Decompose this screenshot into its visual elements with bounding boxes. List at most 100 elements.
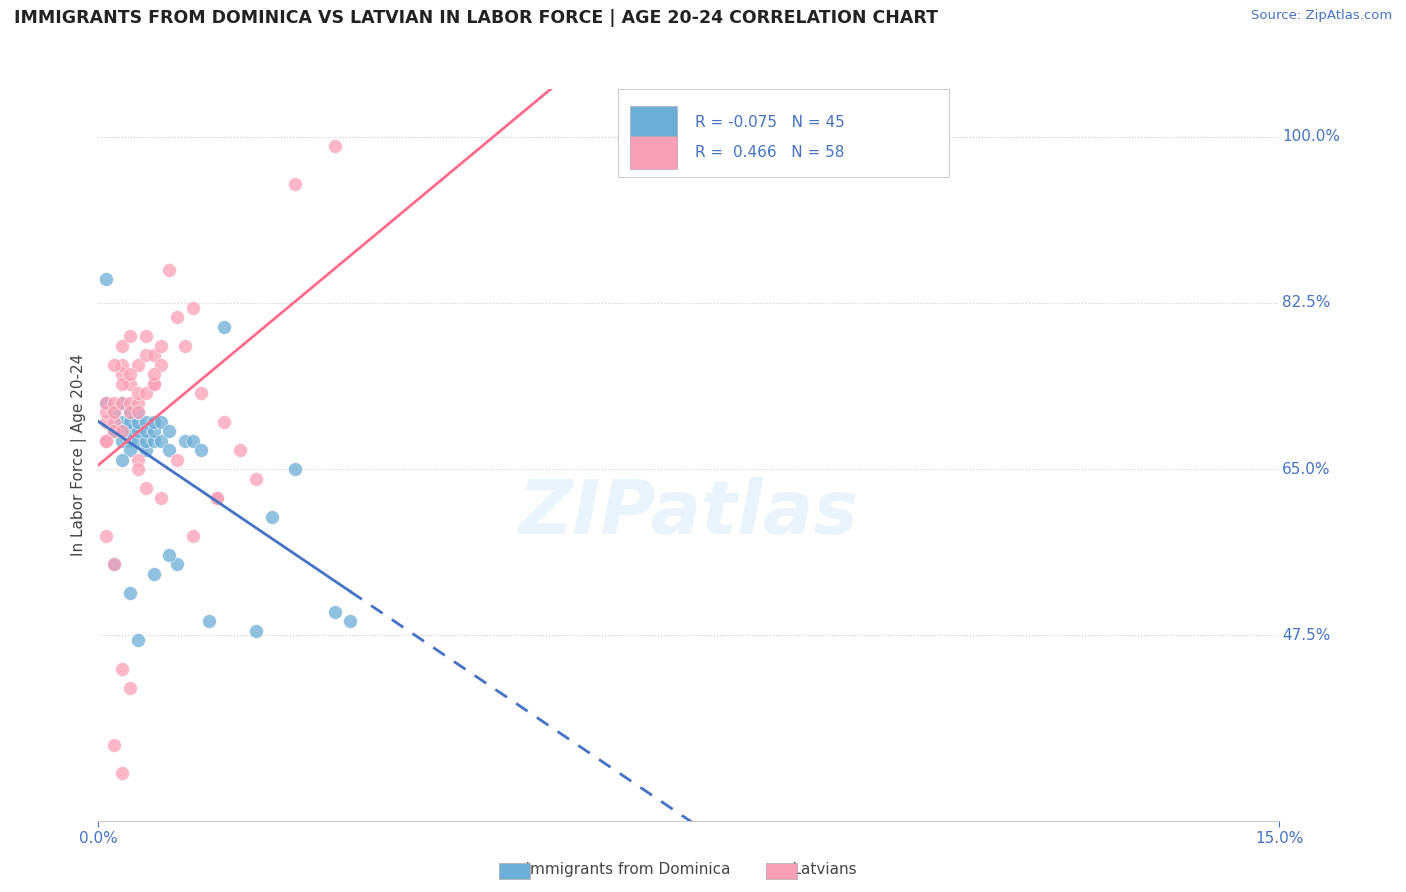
- Point: [111, 452, 134, 467]
- Text: 47.5%: 47.5%: [1282, 628, 1330, 643]
- Point: [118, 376, 141, 391]
- Point: [323, 139, 346, 153]
- Point: [339, 614, 361, 628]
- Point: [127, 405, 149, 419]
- Point: [135, 415, 157, 429]
- Point: [111, 766, 134, 780]
- Point: [174, 339, 197, 353]
- Point: [103, 738, 125, 752]
- Point: [118, 681, 141, 695]
- Point: [142, 424, 165, 438]
- Point: [127, 386, 149, 401]
- Point: [190, 386, 212, 401]
- Point: [118, 395, 141, 409]
- Point: [323, 605, 346, 619]
- Point: [135, 348, 157, 362]
- Text: 100.0%: 100.0%: [1282, 129, 1340, 145]
- Point: [229, 443, 252, 458]
- Point: [96, 395, 118, 409]
- Point: [166, 452, 188, 467]
- Point: [103, 557, 125, 571]
- Text: 65.0%: 65.0%: [1282, 462, 1330, 476]
- Point: [96, 415, 118, 429]
- Point: [150, 434, 173, 448]
- Point: [135, 386, 157, 401]
- Text: 82.5%: 82.5%: [1282, 295, 1330, 310]
- Point: [96, 434, 118, 448]
- Point: [103, 424, 125, 438]
- Point: [245, 624, 267, 638]
- FancyBboxPatch shape: [630, 106, 678, 139]
- Point: [135, 329, 157, 343]
- Point: [150, 358, 173, 372]
- Point: [181, 434, 204, 448]
- Point: [214, 319, 236, 334]
- Point: [142, 415, 165, 429]
- Point: [142, 348, 165, 362]
- Point: [127, 358, 149, 372]
- Text: IMMIGRANTS FROM DOMINICA VS LATVIAN IN LABOR FORCE | AGE 20-24 CORRELATION CHART: IMMIGRANTS FROM DOMINICA VS LATVIAN IN L…: [14, 9, 938, 27]
- Point: [103, 358, 125, 372]
- Point: [111, 415, 134, 429]
- Point: [103, 395, 125, 409]
- Point: [118, 443, 141, 458]
- Point: [103, 405, 125, 419]
- Point: [127, 452, 149, 467]
- Point: [118, 424, 141, 438]
- Point: [142, 376, 165, 391]
- Point: [118, 405, 141, 419]
- Point: [284, 177, 307, 191]
- Point: [284, 462, 307, 476]
- Point: [96, 395, 118, 409]
- Point: [103, 415, 125, 429]
- Point: [103, 557, 125, 571]
- Point: [103, 405, 125, 419]
- Point: [96, 272, 118, 286]
- Point: [103, 424, 125, 438]
- Point: [166, 557, 188, 571]
- Point: [127, 424, 149, 438]
- Point: [96, 405, 118, 419]
- Point: [157, 262, 180, 277]
- Text: Source: ZipAtlas.com: Source: ZipAtlas.com: [1251, 9, 1392, 22]
- Point: [135, 443, 157, 458]
- Point: [142, 376, 165, 391]
- Point: [118, 585, 141, 599]
- Point: [190, 443, 212, 458]
- Point: [111, 424, 134, 438]
- Point: [181, 301, 204, 315]
- Point: [135, 424, 157, 438]
- Point: [142, 434, 165, 448]
- FancyBboxPatch shape: [619, 89, 949, 177]
- Point: [127, 462, 149, 476]
- Point: [245, 472, 267, 486]
- Point: [157, 424, 180, 438]
- Point: [111, 434, 134, 448]
- Point: [118, 415, 141, 429]
- Point: [150, 339, 173, 353]
- Point: [111, 376, 134, 391]
- Point: [127, 405, 149, 419]
- Point: [96, 434, 118, 448]
- Point: [127, 395, 149, 409]
- Point: [127, 633, 149, 648]
- Point: [127, 415, 149, 429]
- FancyBboxPatch shape: [630, 136, 678, 169]
- Point: [157, 548, 180, 562]
- Point: [174, 434, 197, 448]
- Point: [118, 434, 141, 448]
- Text: Latvians: Latvians: [773, 863, 856, 877]
- Point: [205, 491, 228, 505]
- Point: [135, 434, 157, 448]
- Point: [111, 358, 134, 372]
- Point: [150, 415, 173, 429]
- Point: [111, 662, 134, 676]
- Y-axis label: In Labor Force | Age 20-24: In Labor Force | Age 20-24: [72, 354, 87, 556]
- Text: Immigrants from Dominica: Immigrants from Dominica: [506, 863, 731, 877]
- Point: [111, 367, 134, 381]
- Point: [118, 329, 141, 343]
- Point: [260, 509, 283, 524]
- Text: ZIPatlas: ZIPatlas: [519, 477, 859, 550]
- Text: R =  0.466   N = 58: R = 0.466 N = 58: [695, 145, 844, 160]
- Point: [142, 566, 165, 581]
